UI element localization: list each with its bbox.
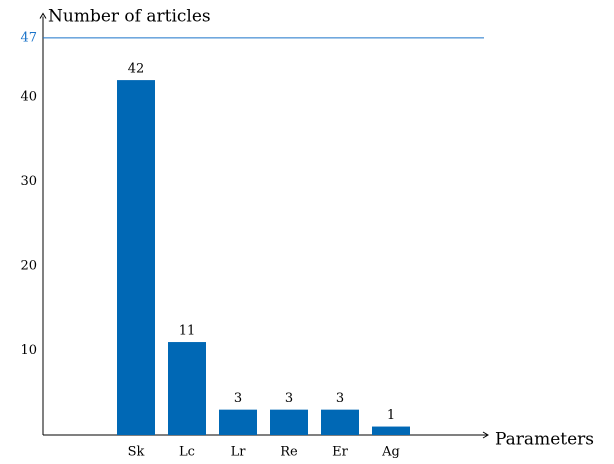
y-tick-label: 20 (20, 259, 37, 274)
data-label: 3 (234, 391, 242, 406)
y-axis-arrow (39, 12, 47, 19)
x-axis-label: Parameters (495, 430, 594, 450)
x-tick-label: Er (332, 445, 348, 460)
x-tick-label: Ag (381, 445, 400, 460)
data-label: 3 (336, 391, 344, 406)
bar (168, 342, 206, 435)
bar (321, 409, 359, 435)
x-tick-label: Lr (231, 445, 247, 460)
bar (372, 426, 410, 435)
x-tick-label: Lc (179, 445, 195, 460)
data-label: 11 (179, 324, 196, 339)
data-label: 3 (285, 391, 293, 406)
x-tick-label: Sk (128, 445, 145, 460)
y-axis-label: Number of articles (48, 7, 211, 27)
bar (270, 409, 308, 435)
data-label: 1 (387, 408, 395, 423)
y-tick-label: 30 (20, 174, 37, 189)
reference-label: 47 (20, 30, 37, 45)
y-tick-label: 10 (20, 343, 37, 358)
x-axis-arrow (482, 431, 489, 439)
bar (219, 409, 257, 435)
x-tick-label: Re (280, 445, 298, 460)
y-tick-label: 40 (20, 90, 37, 105)
data-label: 42 (128, 62, 145, 77)
bar (117, 80, 155, 435)
